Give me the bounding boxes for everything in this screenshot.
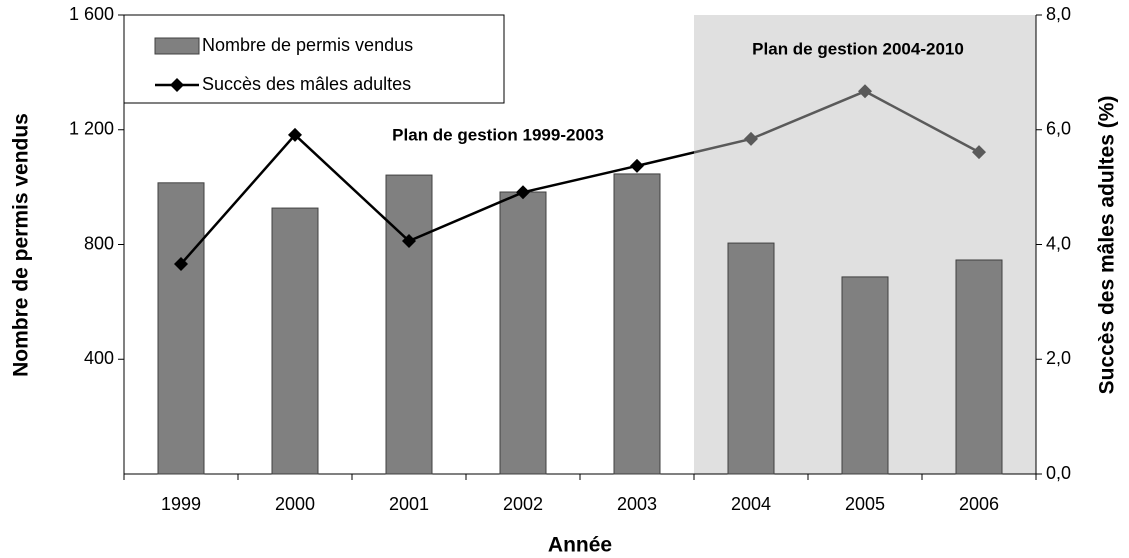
x-tick-label: 2001 [389, 494, 429, 514]
y2-tick-label: 2,0 [1046, 348, 1071, 368]
marker [630, 158, 644, 173]
y-tick-label: 1 600 [69, 4, 114, 24]
bar [841, 276, 889, 475]
x-tick-label: 2002 [503, 494, 543, 514]
y2-tick-label: 6,0 [1046, 119, 1071, 139]
y2-tick-label: 8,0 [1046, 4, 1071, 24]
x-tick-label: 2006 [959, 494, 999, 514]
y2-tick-label: 0,0 [1046, 463, 1071, 483]
x-tick-label: 2004 [731, 494, 771, 514]
legend-marker [170, 78, 184, 92]
y-tick-label: 1 200 [69, 119, 114, 139]
x-tick-label: 2000 [275, 494, 315, 514]
x-tick-label: 1999 [161, 494, 201, 514]
bar [727, 242, 775, 475]
marker [972, 145, 986, 160]
y2-axis-title: Succès des mâles adultes (%) [1096, 96, 1119, 395]
marker [744, 131, 758, 146]
legend-label: Succès des mâles adultes [202, 74, 411, 94]
y2-tick-label: 4,0 [1046, 233, 1071, 253]
bar [271, 207, 319, 475]
y-tick-label: 400 [84, 348, 114, 368]
bar [499, 191, 547, 475]
bar [385, 174, 433, 475]
marker [858, 84, 872, 99]
x-axis-title: Année [548, 534, 612, 557]
bar [955, 259, 1003, 475]
annotation: Plan de gestion 2004-2010 [752, 39, 964, 58]
y-tick-label: 800 [84, 233, 114, 253]
line [180, 89, 980, 265]
x-tick-label: 2005 [845, 494, 885, 514]
marker [288, 127, 302, 142]
marker [174, 257, 188, 272]
plot-layer: 400 800 1 200 1 600 0,0 2,0 4,0 6,0 8,0 1999 2000 2… [69, 4, 1071, 514]
x-tick-label: 2003 [617, 494, 657, 514]
y-axis-title: Nombre de permis vendus [10, 113, 33, 377]
legend-box [123, 14, 505, 104]
annotation: Plan de gestion 1999-2003 [392, 125, 604, 144]
legend-label: Nombre de permis vendus [202, 35, 413, 55]
marker [516, 185, 530, 200]
marker [402, 234, 416, 249]
bar [613, 173, 661, 475]
legend-swatch [154, 37, 200, 55]
bar [157, 182, 205, 475]
